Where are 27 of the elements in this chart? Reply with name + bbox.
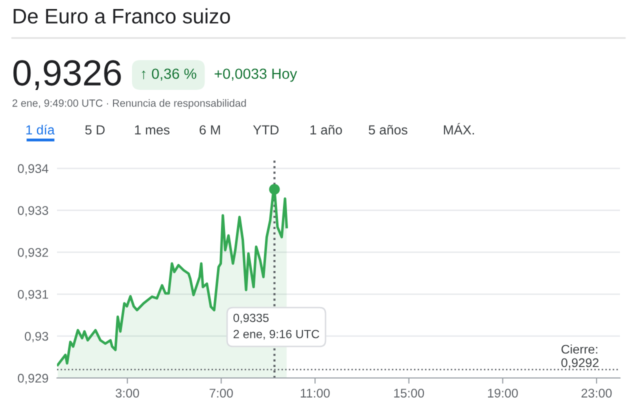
x-tick-label: 23:00: [582, 388, 612, 398]
text: ↑ 0,36 %: [142, 68, 196, 81]
text: 5 D: [85, 125, 105, 135]
text: 1 año: [310, 124, 342, 135]
x-tick-label: 3:00: [116, 388, 140, 398]
x-tick-label: 7:00: [210, 388, 233, 398]
x-tick-label: 15:00: [394, 388, 424, 398]
text: 6 M: [200, 125, 220, 135]
chart-title: De Euro a Franco suizo: [14, 8, 230, 24]
text: 1 mes: [135, 125, 170, 135]
y-tick-label: 0,93: [24, 332, 48, 342]
text: +0,0033 Hoy: [214, 68, 298, 82]
y-tick-label: 0,933: [18, 206, 48, 216]
text: 0,9326: [13, 60, 121, 90]
text: 2 ene, 9:49:00 UTC · Renuncia de responsabilidad: [12, 99, 246, 109]
text: 1 día: [26, 124, 55, 135]
x-tick-label: 11:00: [300, 388, 330, 398]
x-tick-label: 19:00: [488, 388, 518, 398]
annotation: 0,9335 2 ene, 9:16 UTC: [233, 314, 320, 340]
y-tick-label: 0,932: [18, 248, 48, 258]
text: MÁX.: [444, 122, 474, 134]
y-tick-label: 0,931: [18, 290, 48, 300]
y-tick-label: 0,934: [18, 164, 48, 175]
text: YTD: [253, 125, 279, 134]
y-tick-label: 0,929: [18, 374, 48, 384]
ref-line-label: Cierre: 0,9292: [561, 344, 598, 369]
text: 5 años: [368, 124, 408, 135]
